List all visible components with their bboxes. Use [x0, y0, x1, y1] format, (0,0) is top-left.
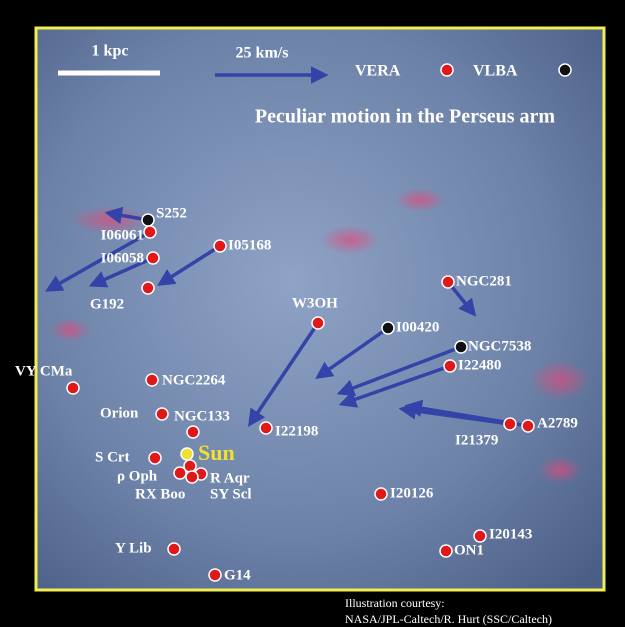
source-label: RX Boo	[135, 486, 185, 502]
source-label: I06058	[101, 250, 144, 266]
source-label: Y Lib	[115, 540, 152, 556]
legend-vlba: VLBA	[473, 63, 518, 80]
source-label: I22480	[458, 357, 501, 373]
source-label: SY Scl	[210, 486, 252, 502]
source-label: G14	[224, 567, 251, 583]
source-label: Orion	[100, 405, 139, 421]
source-label: VY CMa	[15, 363, 73, 379]
source-label: G192	[90, 296, 124, 312]
source-label: I21379	[455, 432, 498, 448]
legend-marker	[559, 64, 571, 76]
source-label: NGC281	[456, 273, 512, 289]
source-label: NGC7538	[468, 338, 531, 354]
source-label: S Crt	[95, 449, 130, 465]
source-label: I20126	[390, 485, 434, 501]
title: Peculiar motion in the Perseus arm	[255, 106, 555, 128]
source-label: I05168	[228, 237, 271, 253]
scale-bar-label: 1 kpc	[92, 43, 129, 60]
figure: 1 kpc 25 km/s VERA VLBA Peculiar motion …	[0, 0, 625, 627]
credit: Illustration courtesy:	[345, 596, 445, 610]
source-label: ρ Oph	[117, 468, 158, 484]
velocity-label: 25 km/s	[236, 45, 289, 62]
legend-vera: VERA	[355, 63, 401, 80]
source-label: NGC2264	[162, 372, 226, 388]
source-label: S252	[156, 205, 187, 221]
source-label: A2789	[537, 415, 578, 431]
source-label: ON1	[454, 542, 484, 558]
source-label: W3OH	[292, 295, 338, 311]
source-label: I22198	[275, 423, 318, 439]
source-label: I20143	[489, 526, 532, 542]
sun-label: Sun	[198, 440, 235, 465]
source-label: I00420	[396, 319, 439, 335]
credit: NASA/JPL-Caltech/R. Hurt (SSC/Caltech)	[345, 612, 552, 626]
source-label: I06061	[101, 227, 144, 243]
legend-marker	[441, 64, 453, 76]
source-label: NGC133	[174, 408, 230, 424]
source-label: R Aqr	[210, 470, 250, 486]
